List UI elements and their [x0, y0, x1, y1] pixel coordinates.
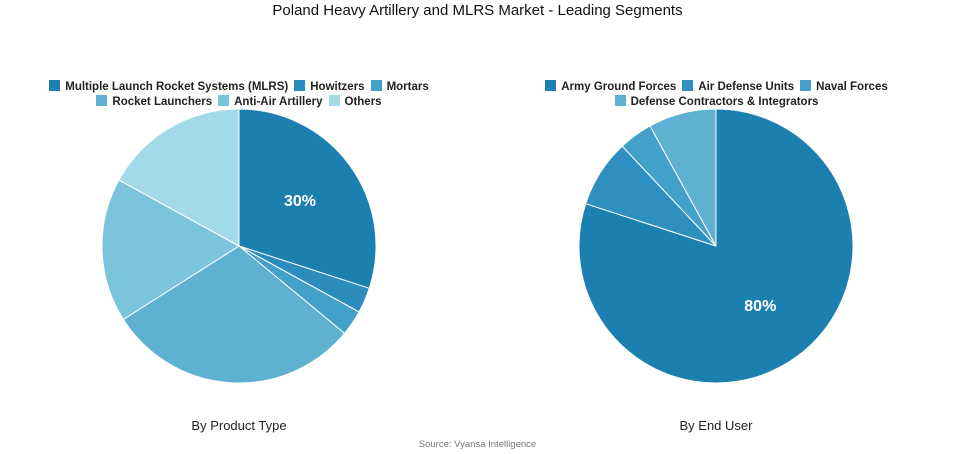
source-note: Source: Vyansa Intelligence	[418, 439, 537, 450]
legend-swatch	[545, 80, 557, 91]
legend-label: Multiple Launch Rocket Systems (MLRS)	[65, 81, 289, 93]
legend-label: Defense Contractors & Integrators	[630, 96, 819, 108]
pie-slice-1-3	[649, 108, 717, 247]
legend-label: Naval Forces	[816, 81, 888, 93]
legend-swatch	[328, 95, 340, 106]
pie-1: 80%	[578, 108, 854, 384]
legend-swatch	[218, 95, 230, 106]
legend-item-1-1: Air Defense Units	[682, 80, 794, 95]
legend-label: Others	[344, 96, 382, 108]
legend-label: Army Ground Forces	[561, 81, 677, 93]
pie-slice-0-0	[238, 108, 377, 289]
legend-item-0-1: Howitzers	[294, 80, 365, 95]
legend-product-type: Multiple Launch Rocket Systems (MLRS) How…	[0, 80, 478, 110]
legend-item-0-5: Others	[328, 95, 382, 110]
legend-item-1-2: Naval Forces	[800, 80, 888, 95]
legend-item-0-4: Anti-Air Artillery	[218, 95, 323, 110]
data-label-0-0: 30%	[284, 193, 316, 210]
subtitle-product-type: By Product Type	[191, 418, 287, 433]
legend-label: Air Defense Units	[698, 81, 795, 93]
data-label-1-0: 80%	[744, 298, 776, 315]
pie-slice-0-3	[122, 245, 346, 384]
legend-label: Howitzers	[310, 81, 365, 93]
legend-label: Mortars	[386, 81, 429, 93]
pie-0: 30%	[101, 108, 377, 384]
legend-end-user: Army Ground Forces Air Defense Units Naval…	[478, 80, 955, 110]
legend-item-0-0: Multiple Launch Rocket Systems (MLRS)	[49, 80, 288, 95]
legend-swatch	[682, 80, 694, 91]
legend-item-0-3: Rocket Launchers	[96, 95, 212, 110]
legend-label: Rocket Launchers	[112, 96, 213, 108]
legend-item-0-2: Mortars	[370, 80, 429, 95]
pie-slice-0-4	[101, 179, 240, 321]
legend-label: Anti-Air Artillery	[234, 96, 323, 108]
legend-swatch	[294, 80, 306, 91]
chart-title: Poland Heavy Artillery and MLRS Market -…	[272, 2, 683, 19]
legend-swatch	[614, 95, 626, 106]
legend-swatch	[96, 95, 108, 106]
legend-item-1-0: Army Ground Forces	[545, 80, 676, 95]
legend-swatch	[800, 80, 812, 91]
subtitle-end-user: By End User	[679, 418, 753, 433]
legend-item-1-3: Defense Contractors & Integrators	[614, 95, 819, 110]
legend-swatch	[370, 80, 382, 91]
pie-slice-0-5	[118, 108, 240, 247]
legend-swatch	[49, 80, 61, 91]
